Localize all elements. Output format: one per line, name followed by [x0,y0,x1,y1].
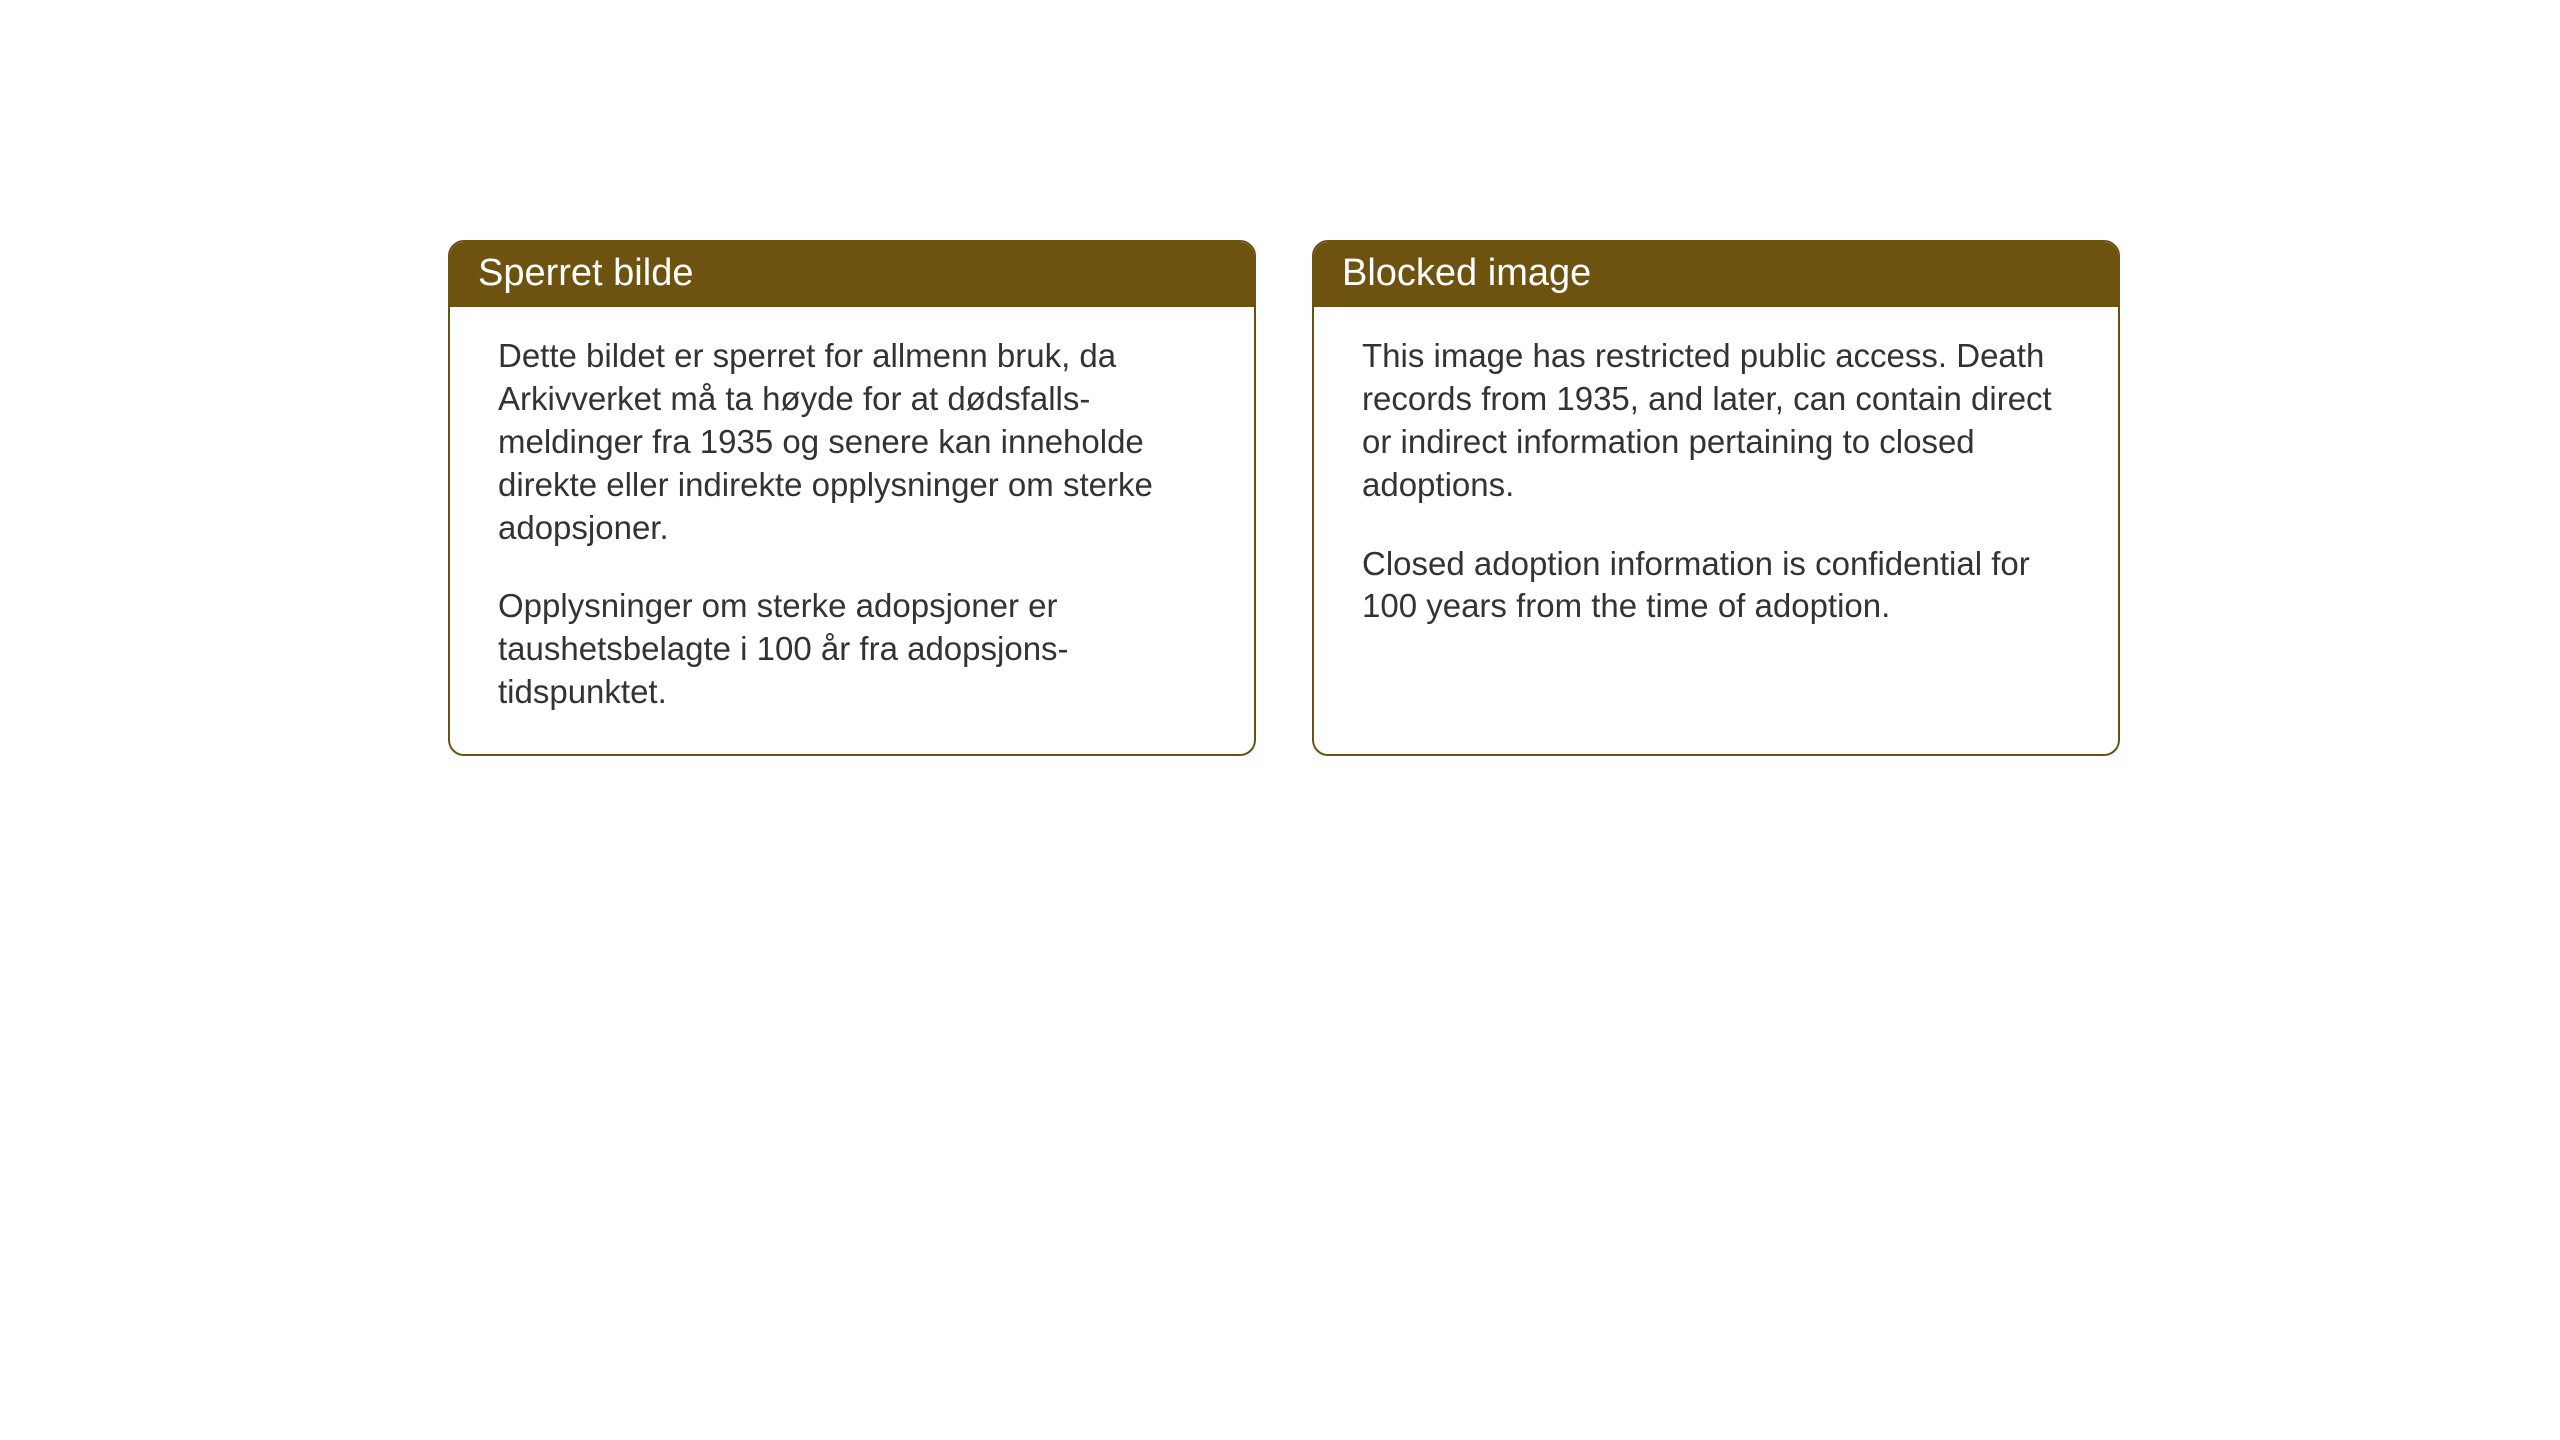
notice-title-norwegian: Sperret bilde [478,252,693,294]
notice-header-norwegian: Sperret bilde [450,242,1254,307]
notice-paragraph: Dette bildet er sperret for allmenn bruk… [498,335,1210,549]
notice-header-english: Blocked image [1314,242,2118,307]
notice-paragraph: This image has restricted public access.… [1362,335,2074,507]
notice-box-english: Blocked image This image has restricted … [1312,240,2120,756]
notice-box-norwegian: Sperret bilde Dette bildet er sperret fo… [448,240,1256,756]
notice-body-english: This image has restricted public access.… [1314,307,2118,668]
notice-paragraph: Opplysninger om sterke adopsjoner er tau… [498,585,1210,714]
notice-title-english: Blocked image [1342,252,1591,294]
notice-container: Sperret bilde Dette bildet er sperret fo… [448,240,2120,756]
notice-paragraph: Closed adoption information is confident… [1362,543,2074,629]
notice-body-norwegian: Dette bildet er sperret for allmenn bruk… [450,307,1254,754]
